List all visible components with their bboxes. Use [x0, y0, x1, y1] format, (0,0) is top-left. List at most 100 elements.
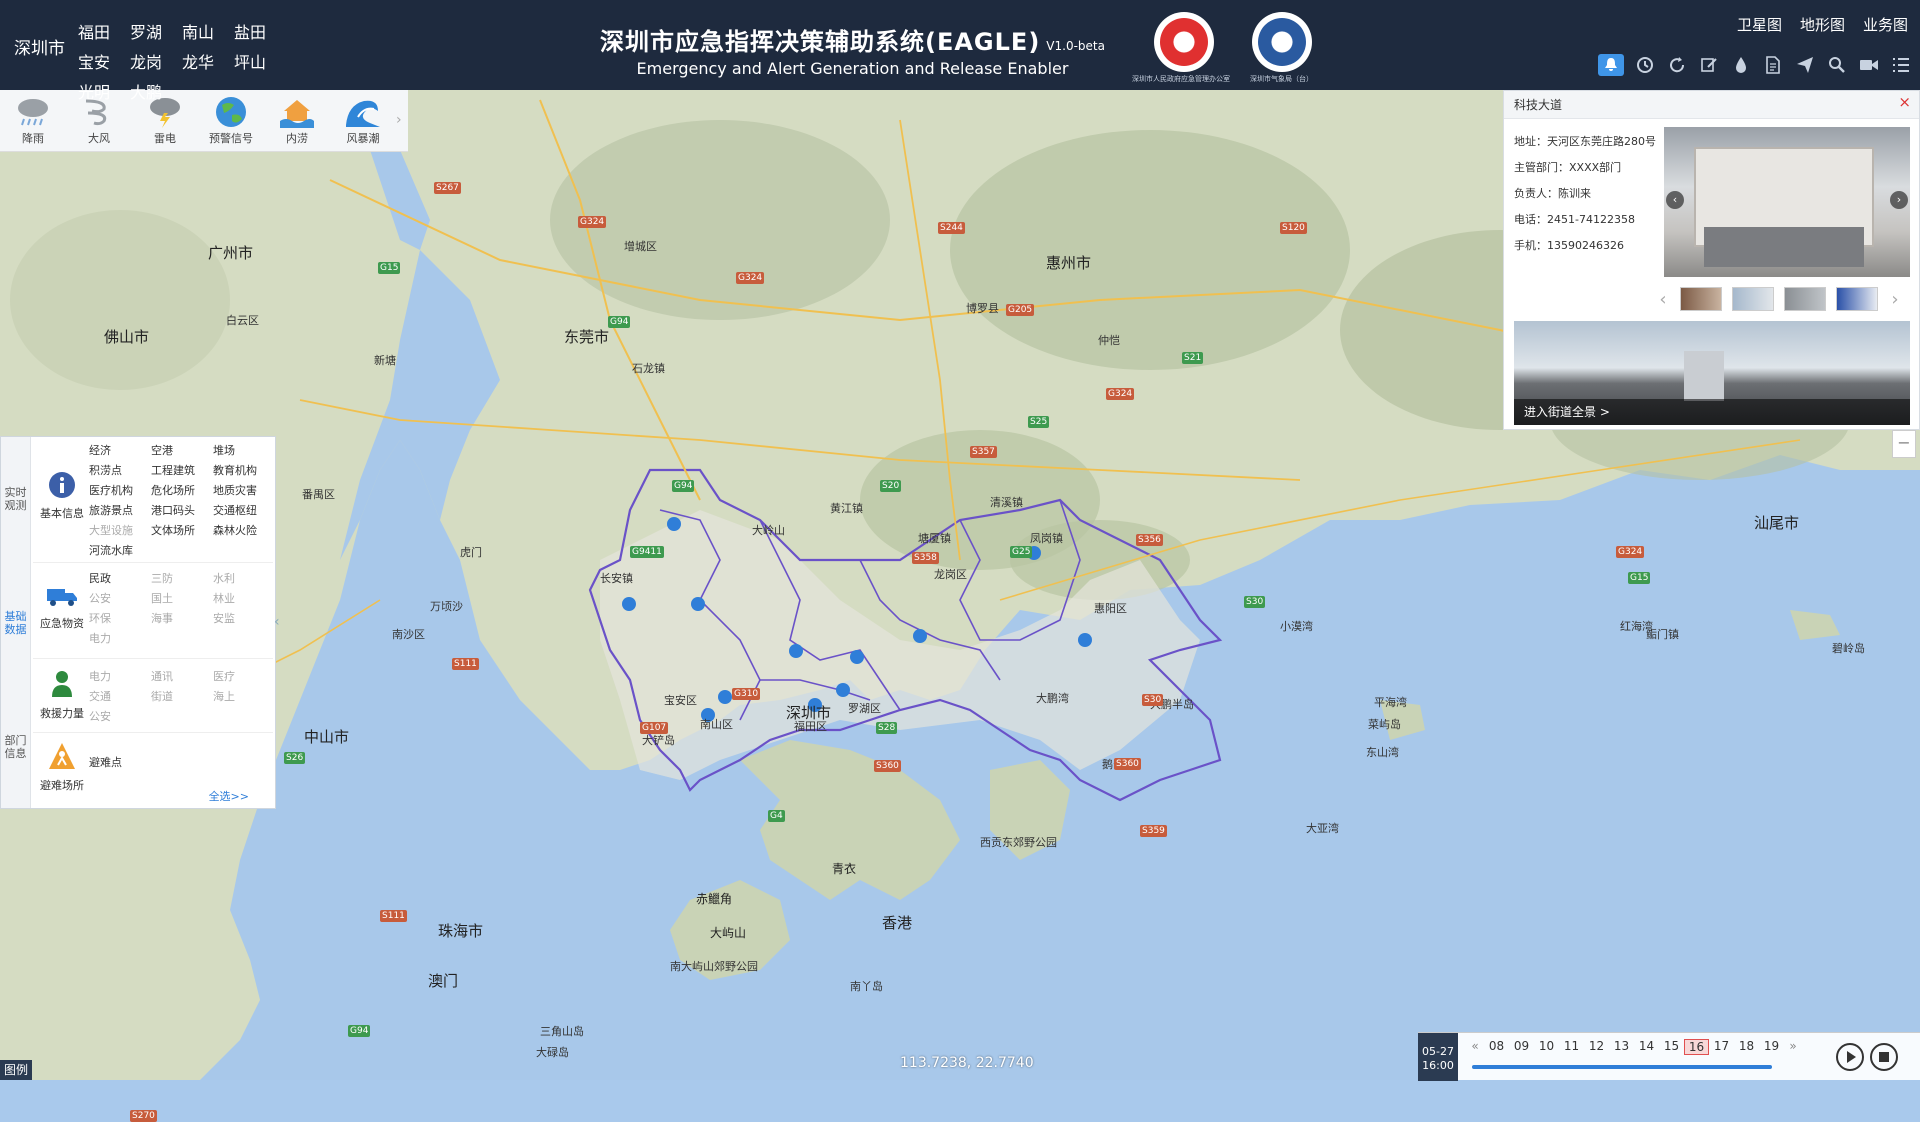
layer-item[interactable]: 三防 [151, 572, 173, 585]
layer-item[interactable]: 港口码头 [151, 504, 195, 517]
legend-button[interactable]: 图例 [0, 1060, 32, 1080]
history-icon[interactable] [1634, 54, 1656, 76]
district-luohu[interactable]: 罗湖 [130, 23, 163, 42]
list-icon[interactable] [1890, 54, 1912, 76]
layer-item[interactable]: 空港 [151, 444, 173, 457]
layer-item[interactable]: 医疗 [213, 670, 235, 683]
chevron-right-icon[interactable]: › [1891, 288, 1899, 310]
timeline-hour[interactable]: 17 [1713, 1039, 1730, 1053]
business-map-button[interactable]: 业务图 [1862, 16, 1908, 34]
close-icon[interactable]: × [1898, 93, 1911, 111]
district-baoan[interactable]: 宝安 [78, 53, 111, 72]
stop-icon[interactable] [1870, 1043, 1898, 1071]
edit-icon[interactable] [1698, 54, 1720, 76]
tab-realtime-observation[interactable]: 实时观测 [4, 486, 27, 512]
layer-item[interactable]: 安监 [213, 612, 235, 625]
district-dapeng[interactable]: 大鹏 [130, 83, 163, 102]
search-icon[interactable] [1826, 54, 1848, 76]
timeline-hour[interactable]: 13 [1613, 1039, 1630, 1053]
layer-item[interactable]: 海上 [213, 690, 235, 703]
photo-prev-icon[interactable]: ‹ [1666, 191, 1684, 209]
chevron-left-icon[interactable]: ‹ [1659, 288, 1667, 310]
photo-next-icon[interactable]: › [1890, 191, 1908, 209]
layer-item[interactable]: 文体场所 [151, 524, 195, 537]
district-longhua[interactable]: 龙华 [182, 53, 215, 72]
terrain-map-button[interactable]: 地形图 [1799, 16, 1845, 34]
photo-thumbnail[interactable] [1784, 287, 1826, 311]
timeline-hour[interactable]: 10 [1538, 1039, 1555, 1053]
street-view-preview[interactable]: 进入街道全景 > [1514, 321, 1910, 425]
layer-item[interactable]: 街道 [151, 690, 173, 703]
timeline-hour[interactable]: 08 [1488, 1039, 1505, 1053]
send-icon[interactable] [1794, 54, 1816, 76]
weather-wind-button[interactable]: 大风 [66, 90, 132, 151]
weather-waterlogging-button[interactable]: 内涝 [264, 90, 330, 151]
layer-item[interactable]: 积涝点 [89, 464, 122, 477]
layer-item[interactable]: 地质灾害 [213, 484, 257, 497]
video-icon[interactable] [1858, 54, 1880, 76]
play-icon[interactable] [1836, 1043, 1864, 1071]
layer-item[interactable]: 公安 [89, 710, 111, 723]
bell-icon[interactable] [1598, 54, 1624, 76]
weather-thunder-button[interactable]: 雷电 [132, 90, 198, 151]
layer-item[interactable]: 医疗机构 [89, 484, 133, 497]
layer-item[interactable]: 国土 [151, 592, 173, 605]
weather-warning-signal-button[interactable]: 预警信号 [198, 90, 264, 151]
layer-item[interactable]: 通讯 [151, 670, 173, 683]
layer-item[interactable]: 林业 [213, 592, 235, 605]
timeline-hour[interactable]: 11 [1563, 1039, 1580, 1053]
satellite-map-button[interactable]: 卫星图 [1736, 16, 1782, 34]
tab-department-info[interactable]: 部门信息 [4, 734, 27, 760]
layer-item[interactable]: 工程建筑 [151, 464, 195, 477]
layer-item[interactable]: 民政 [89, 572, 111, 585]
layer-item[interactable]: 危化场所 [151, 484, 195, 497]
district-longgang[interactable]: 龙岗 [130, 53, 163, 72]
layer-item[interactable]: 交通枢纽 [213, 504, 257, 517]
timeline-hour[interactable]: 16 [1684, 1039, 1709, 1055]
chevron-right-icon[interactable]: › [396, 112, 402, 128]
layer-item[interactable]: 电力 [89, 670, 111, 683]
enter-street-view-button[interactable]: 进入街道全景 > [1514, 399, 1910, 425]
layer-item[interactable]: 公安 [89, 592, 111, 605]
district-pingshan[interactable]: 坪山 [234, 53, 267, 72]
layer-item[interactable]: 环保 [89, 612, 111, 625]
layer-item[interactable]: 避难点 [89, 756, 122, 769]
refresh-icon[interactable] [1666, 54, 1688, 76]
layer-item[interactable]: 经济 [89, 444, 111, 457]
water-drop-icon[interactable] [1730, 54, 1752, 76]
district-yantian[interactable]: 盐田 [234, 23, 267, 42]
timeline-track[interactable] [1472, 1065, 1772, 1069]
district-nanshan[interactable]: 南山 [182, 23, 215, 42]
layer-item[interactable]: 教育机构 [213, 464, 257, 477]
photo-thumbnail[interactable] [1680, 287, 1722, 311]
weather-storm-surge-button[interactable]: 风暴潮 [330, 90, 396, 151]
timeline-hour[interactable]: 18 [1738, 1039, 1755, 1053]
timeline-hour[interactable]: 09 [1513, 1039, 1530, 1053]
timeline-hour[interactable]: 19 [1763, 1039, 1780, 1053]
timeline-hour[interactable]: 15 [1663, 1039, 1680, 1053]
layer-item[interactable]: 电力 [89, 632, 111, 645]
layer-item[interactable]: 交通 [89, 690, 111, 703]
layer-item[interactable]: 旅游景点 [89, 504, 133, 517]
timeline-hour[interactable]: 12 [1588, 1039, 1605, 1053]
tab-basic-data[interactable]: 基础数据 [4, 610, 27, 636]
timeline-hour[interactable]: 14 [1638, 1039, 1655, 1053]
district-guangming[interactable]: 光明 [78, 83, 111, 102]
photo-thumbnail[interactable] [1836, 287, 1878, 311]
photo-thumbnail[interactable] [1732, 287, 1774, 311]
district-futian[interactable]: 福田 [78, 23, 111, 42]
layer-item[interactable]: 堆场 [213, 444, 235, 457]
layer-item[interactable]: 水利 [213, 572, 235, 585]
timeline-prev-icon[interactable]: « [1471, 1039, 1479, 1053]
city-selector[interactable]: 深圳市 [14, 39, 65, 59]
layer-item[interactable]: 大型设施 [89, 524, 133, 537]
collapse-panel-icon[interactable]: ‹ [274, 614, 280, 630]
zoom-out-button[interactable]: − [1897, 433, 1911, 452]
timeline-next-icon[interactable]: » [1789, 1039, 1797, 1053]
select-all-link[interactable]: 全选>> [208, 790, 249, 803]
layer-item[interactable]: 河流水库 [89, 544, 133, 557]
layer-item[interactable]: 森林火险 [213, 524, 257, 537]
document-icon[interactable] [1762, 54, 1784, 76]
layer-item[interactable]: 海事 [151, 612, 173, 625]
weather-rain-button[interactable]: 降雨 [0, 90, 66, 151]
